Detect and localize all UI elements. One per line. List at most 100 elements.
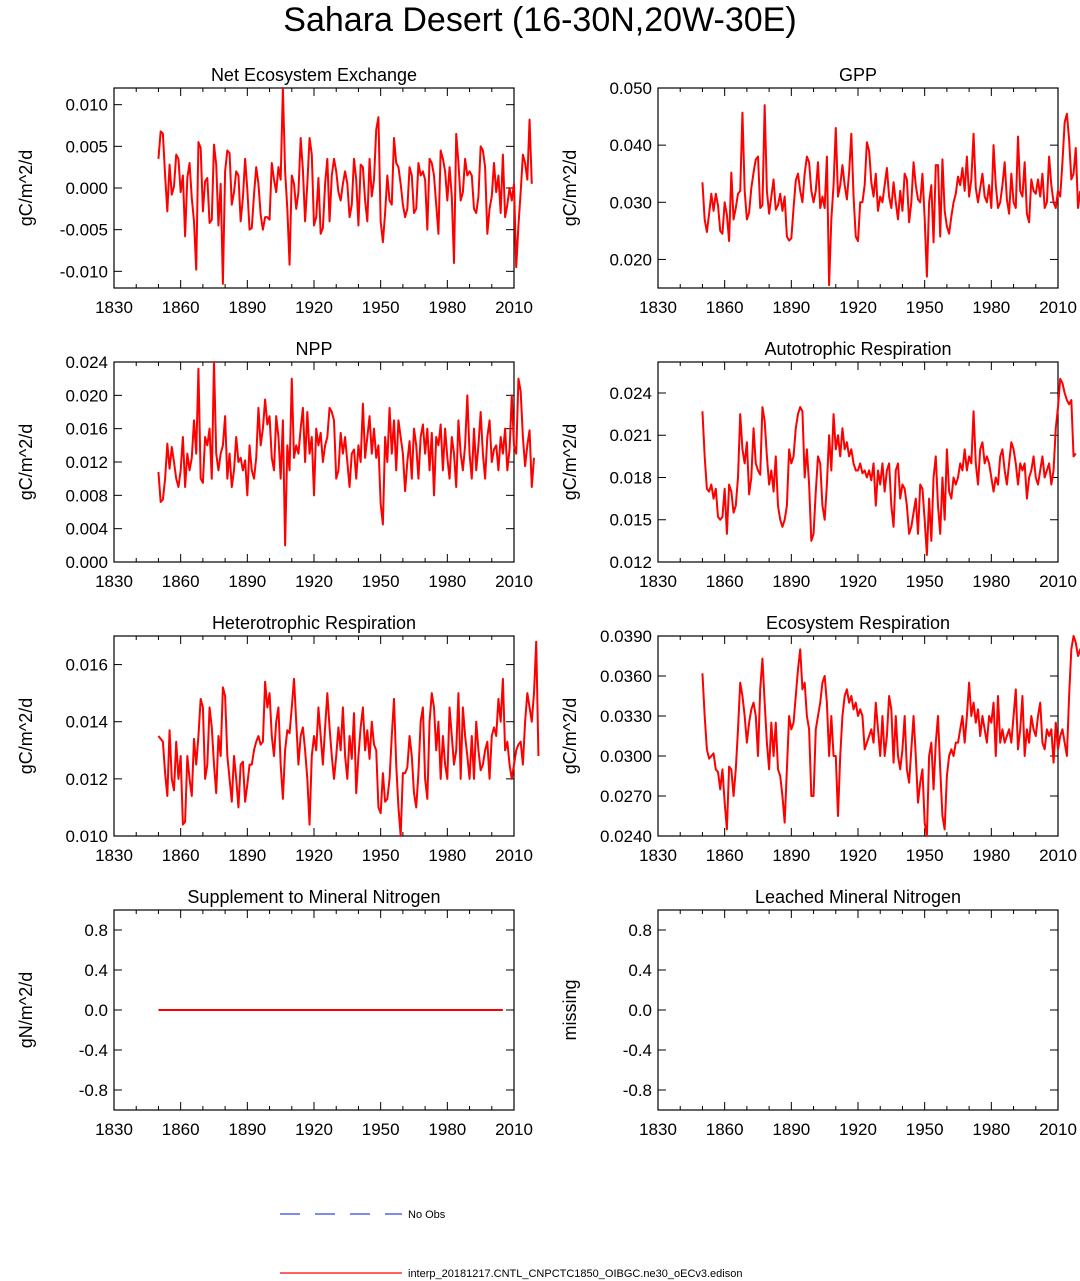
y-tick-label: 0.010	[65, 827, 108, 846]
y-tick-label: -0.010	[60, 262, 108, 281]
x-tick-label: 1830	[95, 1120, 133, 1139]
panel-title-supplement-to-mineral-nitrogen: Supplement to Mineral Nitrogen	[187, 887, 440, 907]
x-tick-label: 1860	[706, 1120, 744, 1139]
y-tick-label: 0.012	[65, 770, 108, 789]
x-tick-label: 1950	[362, 1120, 400, 1139]
x-tick-label: 1830	[639, 572, 677, 591]
x-tick-label: 1950	[906, 1120, 944, 1139]
panel-title-autotrophic-respiration: Autotrophic Respiration	[764, 339, 951, 359]
legend-label-model: interp_20181217.CNTL_CNPCTC1850_OIBGC.ne…	[408, 1268, 742, 1280]
figure-title: Sahara Desert (16-30N,20W-30E)	[283, 1, 797, 39]
x-tick-label: 2010	[1039, 572, 1077, 591]
y-tick-label: 0.024	[65, 353, 108, 372]
x-tick-label: 1950	[362, 298, 400, 317]
y-tick-label: 0.0330	[600, 707, 652, 726]
y-tick-label: 0.000	[65, 553, 108, 572]
x-tick-label: 1830	[639, 298, 677, 317]
x-tick-label: 1890	[228, 1120, 266, 1139]
x-tick-label: 2010	[495, 572, 533, 591]
y-tick-label: 0.018	[609, 468, 652, 487]
series-line-net-ecosystem-exchange	[157, 87, 533, 285]
panel-title-leached-mineral-nitrogen: Leached Mineral Nitrogen	[755, 887, 961, 907]
panel-heterotrophic-respiration: Heterotrophic Respiration 1830 1860 1890 192…	[16, 613, 540, 865]
panel-leached-mineral-nitrogen: Leached Mineral Nitrogen 1830 1860 1890 1920…	[560, 887, 1077, 1139]
x-tick-label: 1860	[706, 846, 744, 865]
series-line-gpp	[701, 104, 1080, 287]
y-axis-label: gC/m^2/d	[560, 424, 580, 500]
x-tick-label: 1890	[772, 1120, 810, 1139]
legend-label-no-obs: No Obs	[408, 1209, 446, 1221]
y-axis-label: gC/m^2/d	[560, 150, 580, 226]
y-tick-label: 0.020	[609, 250, 652, 269]
x-tick-label: 1890	[772, 846, 810, 865]
panel-net-ecosystem-exchange: Net Ecosystem Exchange 1830 1860 1890 1920 19…	[16, 65, 533, 317]
x-tick-label: 2010	[495, 1120, 533, 1139]
panel-ecosystem-respiration: Ecosystem Respiration 1830 1860 1890 1920 195…	[560, 613, 1080, 865]
y-tick-label: -0.4	[79, 1041, 108, 1060]
x-tick-label: 1980	[428, 298, 466, 317]
panel-supplement-to-mineral-nitrogen: Supplement to Mineral Nitrogen 1830 1860 18…	[16, 887, 533, 1139]
panel-title-ecosystem-respiration: Ecosystem Respiration	[766, 613, 950, 633]
y-tick-label: 0.021	[609, 426, 652, 445]
x-tick-label: 1980	[428, 1120, 466, 1139]
y-tick-label: 0.015	[609, 511, 652, 530]
y-tick-label: 0.016	[65, 420, 108, 439]
x-tick-label: 2010	[1039, 1120, 1077, 1139]
y-tick-label: 0.016	[65, 656, 108, 675]
y-tick-label: 0.050	[609, 79, 652, 98]
x-tick-label: 1860	[706, 298, 744, 317]
y-axis-label: gN/m^2/d	[16, 972, 36, 1048]
x-tick-label: 1920	[295, 1120, 333, 1139]
x-tick-label: 1950	[362, 572, 400, 591]
series-line-autotrophic-respiration	[701, 377, 1077, 556]
x-tick-label: 1920	[295, 846, 333, 865]
x-tick-label: 1830	[95, 298, 133, 317]
panel-title-heterotrophic-respiration: Heterotrophic Respiration	[212, 613, 416, 633]
y-tick-label: -0.8	[623, 1081, 652, 1100]
x-tick-label: 1830	[639, 846, 677, 865]
y-tick-label: -0.4	[623, 1041, 652, 1060]
y-tick-label: 0.005	[65, 137, 108, 156]
x-tick-label: 1920	[295, 298, 333, 317]
plot-frame	[657, 361, 1059, 563]
panel-title-gpp: GPP	[839, 65, 877, 85]
y-tick-label: 0.020	[65, 386, 108, 405]
x-tick-label: 1980	[428, 846, 466, 865]
y-tick-label: 0.008	[65, 486, 108, 505]
y-tick-label: 0.0240	[600, 827, 652, 846]
x-tick-label: 1890	[772, 298, 810, 317]
x-tick-label: 2010	[495, 298, 533, 317]
panel-title-npp: NPP	[295, 339, 332, 359]
panel-autotrophic-respiration: Autotrophic Respiration 1830 1860 1890 1920 1…	[560, 339, 1077, 591]
y-tick-label: 0.010	[65, 96, 108, 115]
y-tick-label: 0.0360	[600, 667, 652, 686]
x-tick-label: 1950	[362, 846, 400, 865]
legend: No Obs interp_20181217.CNTL_CNPCTC1850_O…	[280, 1209, 742, 1280]
y-tick-label: 0.0390	[600, 627, 652, 646]
x-tick-label: 1980	[972, 846, 1010, 865]
x-tick-label: 1890	[228, 572, 266, 591]
y-tick-label: 0.024	[609, 384, 652, 403]
series-line-ecosystem-respiration	[701, 635, 1080, 837]
x-tick-label: 1890	[228, 298, 266, 317]
panel-title-net-ecosystem-exchange: Net Ecosystem Exchange	[211, 65, 417, 85]
x-tick-label: 1980	[972, 572, 1010, 591]
panel-gpp: GPP 1830 1860 1890 1920 1950 1980 2010 0.050 0.04…	[560, 65, 1080, 317]
x-tick-label: 1860	[162, 298, 200, 317]
y-axis-label: gC/m^2/d	[16, 698, 36, 774]
panel-npp: NPP 1830 1860 1890 1920 1950 1980 2010 0.024 0.02…	[16, 339, 535, 591]
x-tick-label: 1830	[95, 572, 133, 591]
y-tick-label: 0.030	[609, 193, 652, 212]
y-tick-label: -0.8	[79, 1081, 108, 1100]
x-tick-label: 1950	[906, 298, 944, 317]
x-tick-label: 1860	[706, 572, 744, 591]
x-tick-label: 1860	[162, 1120, 200, 1139]
y-tick-label: 0.0	[84, 1001, 108, 1020]
y-tick-label: 0.8	[628, 921, 652, 940]
y-axis-label: gC/m^2/d	[16, 424, 36, 500]
x-tick-label: 1860	[162, 572, 200, 591]
y-tick-label: 0.0300	[600, 747, 652, 766]
y-tick-label: 0.012	[609, 553, 652, 572]
x-tick-label: 1920	[295, 572, 333, 591]
y-axis-label: missing	[560, 979, 580, 1040]
